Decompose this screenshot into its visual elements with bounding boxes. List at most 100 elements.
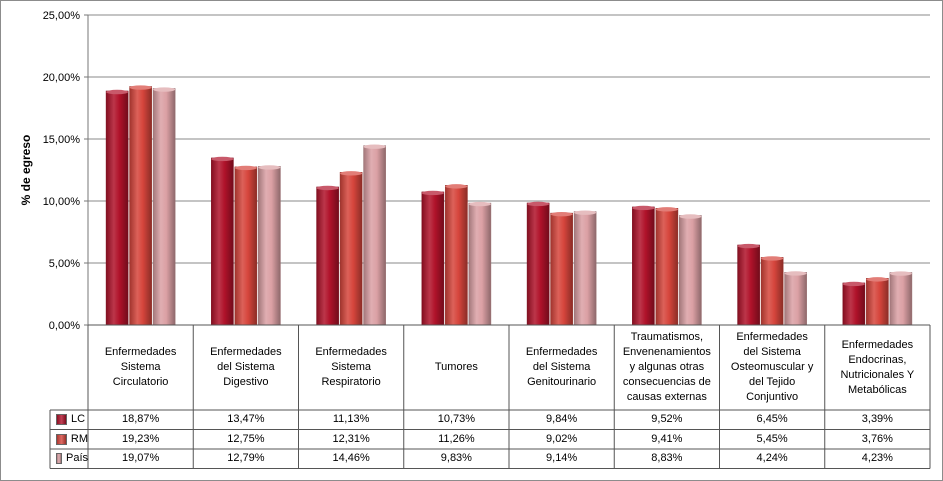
- bar-top: [737, 243, 760, 249]
- bar-top: [550, 211, 573, 217]
- bar-top: [316, 185, 339, 191]
- bar: [655, 208, 679, 326]
- legend-label: País: [65, 452, 88, 465]
- category-label-line: Metabólicas: [848, 383, 907, 396]
- legend-label: LC: [71, 413, 86, 426]
- category-label-line: Enfermedades: [315, 346, 387, 358]
- table-cell: 9,84%: [546, 413, 578, 425]
- category-label-line: Sistema: [331, 361, 371, 373]
- bar: [842, 282, 866, 326]
- table-cell: 12,75%: [227, 432, 265, 445]
- bar-top: [258, 165, 281, 170]
- table-cell: 14,46%: [332, 452, 370, 464]
- category-label: Enfermedades Endocrinas, Nutricionales Y Me…: [825, 325, 930, 410]
- bar: [784, 272, 807, 326]
- category-label-line: Enfermedades: [104, 346, 177, 358]
- bar-top: [655, 207, 678, 212]
- category-label-line: Endocrinas,: [848, 353, 907, 366]
- legend-label: RM: [70, 432, 88, 445]
- table-cell: 9,14%: [546, 452, 578, 464]
- bar: [679, 215, 702, 326]
- bar: [632, 206, 655, 326]
- bar: [211, 157, 234, 326]
- bar-top: [153, 87, 176, 92]
- bar-top: [527, 201, 550, 207]
- table-cell: 10,73%: [437, 413, 476, 425]
- bar: [573, 211, 597, 326]
- table-cell: 3,39%: [861, 413, 893, 425]
- bar-top: [363, 144, 386, 149]
- table-cell: 5,45%: [756, 432, 788, 445]
- bar: [760, 257, 784, 326]
- bar-top: [574, 210, 597, 215]
- table-cell: 9,41%: [651, 432, 683, 445]
- category-label-line: Envenenamientos: [622, 346, 711, 358]
- y-axis-label: % de egreso: [19, 135, 33, 206]
- category-label-line: del Tejido: [748, 376, 796, 388]
- table-cell: 9,02%: [546, 432, 578, 445]
- category-label-line: del Sistema: [743, 346, 801, 358]
- category-label-line: Tumores: [434, 361, 478, 373]
- table-cell: 12,79%: [227, 452, 265, 464]
- bar: [105, 90, 129, 326]
- table-cell: 4,24%: [756, 452, 788, 464]
- bar-top: [632, 205, 655, 211]
- category-label-line: del Sistema: [532, 361, 591, 373]
- bar-top: [234, 165, 257, 171]
- y-tick-label: 25,00%: [43, 10, 81, 22]
- table-cell: 6,45%: [756, 413, 788, 425]
- table-cell: 13,47%: [227, 413, 265, 425]
- category-label-line: consecuencias de: [622, 376, 711, 388]
- y-tick-label: 5,00%: [49, 258, 80, 270]
- category-label-line: y algunas otras: [629, 361, 705, 373]
- bar-top: [468, 201, 491, 207]
- y-tick-label: 10,00%: [43, 196, 81, 208]
- bar: [526, 202, 550, 326]
- table-cell: 9,52%: [651, 413, 683, 425]
- bar-top: [211, 156, 234, 162]
- y-tick-label: 15,00%: [43, 134, 81, 146]
- table-cell: 18,87%: [121, 413, 160, 425]
- bar: [129, 86, 152, 326]
- table-cell: 12,31%: [332, 432, 370, 445]
- table-cell: 8,83%: [651, 452, 683, 464]
- y-tick-label: 0,00%: [49, 320, 80, 332]
- category-label: Enfermedades del Sistema Genitourinario: [509, 325, 614, 410]
- table-cell: 11,26%: [438, 432, 475, 445]
- bar-top: [679, 214, 702, 219]
- bar-top: [421, 190, 444, 196]
- bar: [468, 202, 492, 326]
- category-label-line: Respiratorio: [321, 376, 381, 388]
- category-label-line: causas externas: [626, 391, 707, 403]
- bar: [737, 244, 760, 326]
- category-label: Enfermedades Sistema Respiratorio: [299, 325, 404, 410]
- legend-entry: País: [50, 449, 88, 469]
- category-label-line: Enfermedades: [525, 346, 598, 358]
- category-label-line: Enfermedades: [736, 331, 808, 343]
- bar-top: [842, 281, 865, 287]
- category-label-line: Enfermedades: [841, 338, 914, 351]
- legend-entry: RM: [50, 430, 88, 450]
- bar: [316, 186, 339, 326]
- legend-swatch: [56, 433, 67, 445]
- legend-swatch: [56, 453, 62, 465]
- category-label-line: Enfermedades: [210, 346, 282, 358]
- category-label-line: Conjuntivo: [746, 391, 799, 403]
- category-label-line: Traumatismos,: [630, 331, 704, 343]
- category-label-line: Nutricionales Y: [840, 368, 915, 381]
- bar: [234, 166, 258, 326]
- bar: [866, 278, 889, 326]
- bar-top: [340, 171, 363, 176]
- category-label-line: Circulatorio: [112, 376, 169, 388]
- bar-top: [889, 271, 912, 276]
- category-label-line: Sistema: [120, 361, 161, 373]
- category-label: Enfermedades Sistema Circulatorio: [88, 325, 193, 410]
- table-cell: 19,07%: [121, 452, 160, 464]
- bar-top: [445, 184, 468, 189]
- category-label: Enfermedades del Sistema Digestivo: [193, 325, 298, 410]
- table-cell: 9,83%: [440, 452, 472, 464]
- y-tick-label: 20,00%: [43, 72, 81, 84]
- category-label: Traumatismos, Envenenamientos y algunas ot…: [614, 325, 719, 410]
- bar-top: [761, 256, 784, 261]
